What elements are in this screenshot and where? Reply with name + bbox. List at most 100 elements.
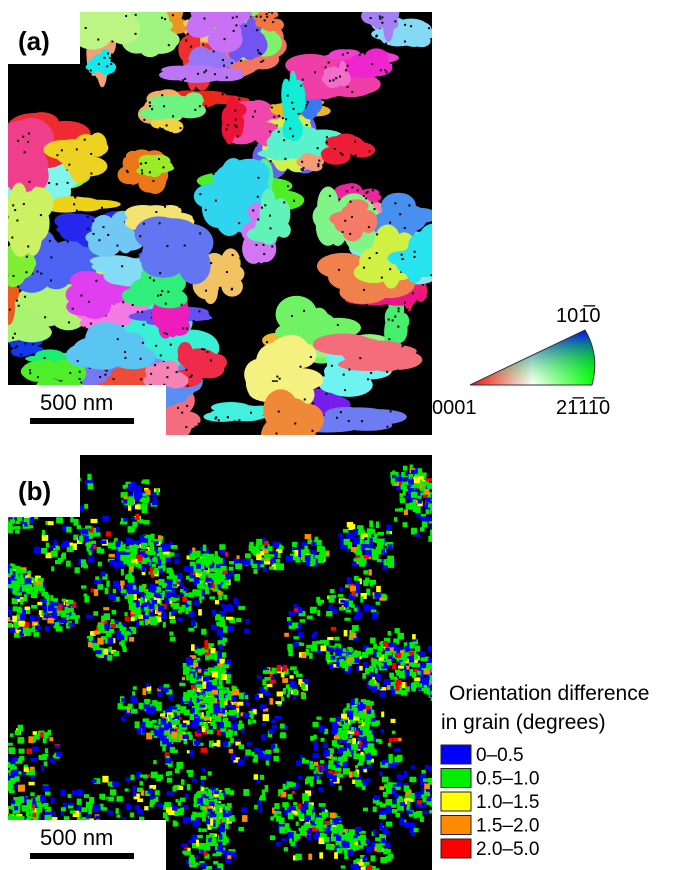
pixel-gap <box>0 269 2 271</box>
pixel <box>173 720 180 724</box>
grain-part <box>5 269 19 287</box>
pixel-gap <box>402 345 404 347</box>
pixel-gap <box>122 325 124 327</box>
pixel-gap <box>334 148 336 150</box>
grain-part <box>58 214 95 227</box>
pixel <box>293 685 298 688</box>
pixel <box>243 713 250 718</box>
pixel-gap <box>223 65 225 67</box>
pixel <box>141 722 145 727</box>
pixel <box>142 727 145 734</box>
pixel-gap <box>9 309 11 311</box>
pixel <box>197 729 202 733</box>
pixel <box>24 594 27 601</box>
pixel <box>290 666 297 670</box>
pixel <box>22 444 26 451</box>
pixel <box>207 730 213 734</box>
pixel-gap <box>84 327 86 329</box>
pixel-gap <box>345 69 347 71</box>
pixel-gap <box>213 50 215 52</box>
pixel <box>425 765 429 770</box>
pixel <box>369 673 374 677</box>
pixel-gap <box>126 9 128 11</box>
pixel-gap <box>368 226 370 228</box>
pixel-gap <box>414 251 416 253</box>
pixel <box>404 510 408 515</box>
pixel-gap <box>347 65 349 67</box>
pixel-gap <box>153 279 155 281</box>
pixel-gap <box>314 71 316 73</box>
pixel <box>225 661 230 665</box>
pixel-gap <box>117 338 119 340</box>
pixel <box>40 756 47 760</box>
pixel <box>367 765 372 768</box>
pixel <box>182 723 187 727</box>
pixel <box>139 703 144 709</box>
pixel-gap <box>27 141 29 143</box>
pixel-gap <box>275 433 277 435</box>
pixel <box>282 678 288 683</box>
grain-part <box>343 346 371 364</box>
grain-part <box>143 29 180 50</box>
pixel <box>242 815 248 822</box>
pixel-gap <box>165 303 167 305</box>
pixel-gap <box>348 369 350 371</box>
pixel-gap <box>107 234 109 236</box>
pixel-gap <box>97 39 99 41</box>
pixel-gap <box>369 257 371 259</box>
pixel-gap <box>237 135 239 137</box>
pixel-gap <box>89 195 91 197</box>
pixel-gap <box>77 360 79 362</box>
pixel-gap <box>317 163 319 165</box>
pixel-gap <box>67 182 69 184</box>
pixel <box>379 771 382 776</box>
pixel <box>423 669 430 675</box>
pixel <box>194 862 199 865</box>
pixel <box>437 672 441 676</box>
pixel <box>375 843 381 846</box>
pixel-gap <box>24 151 26 153</box>
grain-part <box>36 363 57 375</box>
pixel <box>291 842 296 847</box>
pixel-gap <box>329 80 331 82</box>
pixel <box>311 645 318 652</box>
pixel-gap <box>310 356 312 358</box>
pixel-gap <box>349 233 351 235</box>
pixel <box>431 533 436 536</box>
pixel-gap <box>279 378 281 380</box>
pixel <box>241 807 247 812</box>
pixel-gap <box>141 440 143 442</box>
pixel <box>434 777 438 780</box>
pixel <box>391 682 396 686</box>
pixel <box>331 627 336 631</box>
pixel <box>276 842 281 846</box>
grain-part <box>120 333 145 353</box>
pixel-gap <box>189 299 191 301</box>
pixel <box>248 719 251 724</box>
grain-part <box>322 148 351 165</box>
pixel <box>436 506 441 513</box>
pixel-gap <box>261 207 263 209</box>
pixel <box>281 838 287 841</box>
grain-part <box>383 1 393 26</box>
pixel-gap <box>335 77 337 79</box>
pixel-gap <box>137 255 139 257</box>
pixel <box>293 802 297 805</box>
pixel <box>25 578 32 583</box>
grain-part <box>211 402 250 413</box>
pixel-gap <box>155 345 157 347</box>
pixel <box>430 691 437 698</box>
pixel-gap <box>370 372 372 374</box>
pixel <box>3 600 6 607</box>
grain-part <box>203 412 240 422</box>
pixel-gap <box>159 272 161 274</box>
pixel <box>197 649 202 655</box>
pixel <box>1 757 5 764</box>
pixel-gap <box>152 180 154 182</box>
pixel-gap <box>22 136 24 138</box>
pixel <box>329 663 333 669</box>
pixel <box>198 828 201 832</box>
pixel <box>162 739 169 745</box>
pixel <box>436 689 441 693</box>
pixel <box>1 580 7 586</box>
